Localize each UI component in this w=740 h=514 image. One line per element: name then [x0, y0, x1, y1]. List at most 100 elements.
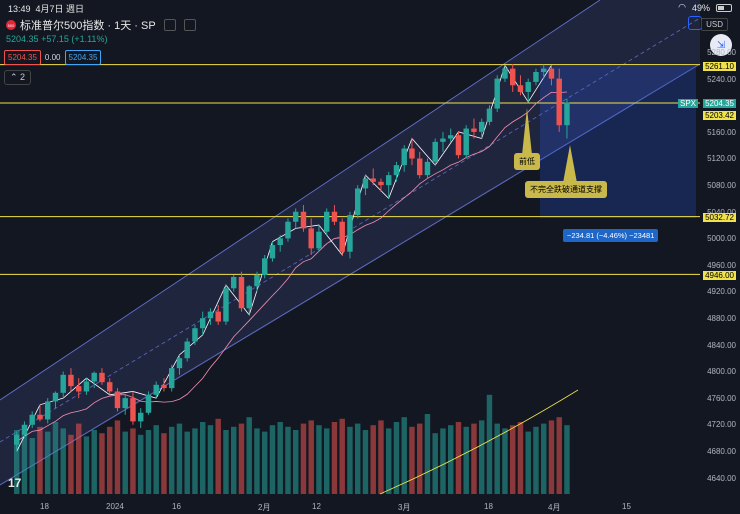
candle-body [207, 311, 214, 319]
volume-bar [417, 423, 423, 494]
symbol-title[interactable]: 标准普尔500指数 · 1天 · SP [20, 20, 156, 32]
price-readout: 5204.35 +57.15 (+1.11%) [6, 34, 107, 44]
template-icon[interactable] [183, 19, 196, 31]
wifi-icon: ◠ [678, 2, 686, 12]
candle-body [386, 175, 392, 186]
battery-icon [716, 3, 732, 12]
volume-bar [432, 433, 438, 494]
volume-bar [324, 428, 330, 494]
candle-body [393, 165, 400, 176]
candle-body [45, 401, 51, 420]
volume-bar [300, 423, 307, 494]
candle-body [68, 374, 74, 387]
candle-body [99, 372, 105, 383]
volume-bar [355, 423, 361, 494]
y-tick-label: 5120.00 [707, 154, 736, 164]
candle-body [409, 148, 415, 159]
volume-bar [269, 425, 276, 494]
x-tick-label: 16 [172, 502, 181, 511]
symbol-logo: 500 [6, 20, 16, 30]
candle-body [254, 274, 260, 287]
annotation-channel-support[interactable]: 不完全跌破通道支撑 [525, 181, 607, 198]
volume-bar [393, 422, 400, 494]
candle-body [362, 178, 369, 189]
order-boxes: 5204.35 0.00 5204.35 [4, 50, 102, 65]
collapse-indicators-button[interactable]: ⌃ 2 [4, 70, 32, 85]
volume-bar [215, 418, 221, 494]
candle-body [76, 386, 82, 392]
y-tick-label: 4680.00 [707, 447, 736, 456]
volume-bar [541, 423, 547, 494]
y-tick-label: 5080.00 [707, 181, 736, 190]
volume-bar [153, 425, 159, 494]
battery-percent: 49% [691, 2, 710, 13]
volume-bar [145, 430, 152, 494]
candle-body [463, 128, 469, 156]
candle-body [14, 434, 20, 445]
indicator-icon[interactable] [163, 19, 176, 31]
candle-body [277, 238, 283, 246]
spx-label: SPX [677, 99, 698, 108]
candle-body [29, 414, 35, 425]
volume-bar [409, 426, 415, 494]
volume-bar [401, 417, 407, 494]
status-right: ◠ 49% [678, 2, 732, 13]
candle-body [176, 358, 183, 369]
candle-body [502, 68, 508, 79]
volume-bar [107, 426, 113, 494]
volume-bar [21, 433, 28, 494]
x-tick-label: 18 [40, 502, 49, 511]
sell-box[interactable]: 5204.35 [4, 50, 41, 65]
volume-bar [331, 422, 338, 494]
candle-body [231, 276, 237, 289]
long-moving-average [379, 389, 579, 495]
y-tick-label: 4760.00 [707, 393, 736, 403]
price-tag-mid: 5032.72 [703, 213, 736, 222]
volume-bar [564, 425, 570, 494]
candle-body [60, 374, 66, 393]
candle-body [548, 68, 555, 79]
candle-body [486, 108, 493, 122]
volume-bar [293, 430, 299, 494]
candle-body [215, 311, 221, 322]
candle-body [200, 318, 206, 329]
y-tick-label: 4840.00 [707, 340, 736, 350]
candle-body [246, 286, 252, 309]
currency-selector[interactable]: USD [701, 18, 728, 31]
candle-body [114, 391, 121, 409]
volume-bar [83, 436, 90, 494]
candle-body [324, 211, 330, 232]
volume-bar [207, 425, 214, 494]
volume-bar [29, 438, 35, 494]
candle-body [556, 78, 562, 126]
volume-bar [254, 428, 260, 494]
candle-body [262, 258, 268, 275]
zigzag-line [16, 64, 552, 452]
candle-body [564, 102, 570, 126]
candle-body [331, 211, 338, 222]
candle-body [269, 245, 276, 259]
candle-body [238, 276, 245, 309]
last-price: 5204.35 [6, 34, 39, 44]
candle-body [510, 68, 516, 86]
candle-body [21, 424, 28, 435]
y-tick-label: 4920.00 [707, 287, 736, 297]
volume-bar [122, 431, 128, 494]
candle-body [355, 188, 361, 216]
volume-bar [347, 426, 353, 494]
candle-body [52, 392, 59, 402]
y-tick-label: 4720.00 [707, 420, 736, 430]
status-bar: 13:49 4月7日 週日 ◠ 49% [0, 0, 740, 14]
volume-bar [37, 426, 43, 494]
annotation-prev-low[interactable]: 前低 [514, 153, 540, 170]
candle-body [347, 215, 353, 252]
volume-bar [548, 420, 555, 494]
channel-upper [0, 0, 601, 401]
volume-bar [424, 414, 431, 494]
layout-icon[interactable] [688, 16, 702, 30]
volume-bar [161, 433, 167, 494]
x-tick-label: 2月 [258, 503, 271, 512]
buy-box[interactable]: 5204.35 [64, 50, 102, 65]
auto-scale-icon[interactable]: ⇲ [710, 34, 732, 56]
